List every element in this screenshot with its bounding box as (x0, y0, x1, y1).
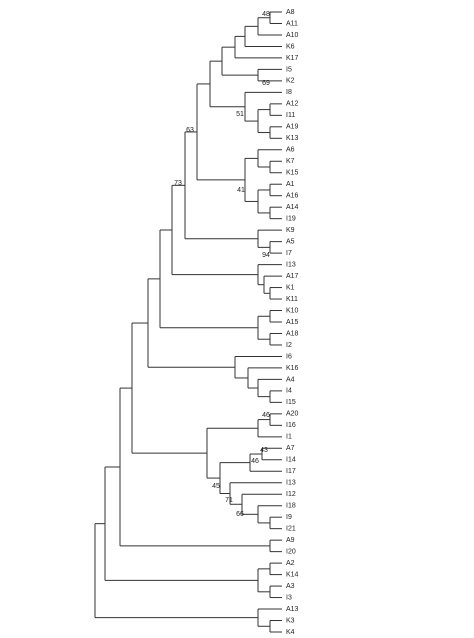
leaf-label: A2 (286, 560, 295, 567)
leaf-label: A18 (286, 330, 299, 337)
leaf-label: I15 (286, 399, 296, 406)
leaf-label: K3 (286, 617, 295, 624)
support-value: 48 (262, 11, 270, 18)
leaf-label: I7 (286, 250, 292, 257)
leaf-label: I8 (286, 89, 292, 96)
leaf-label: K17 (286, 55, 299, 62)
leaf-label: A16 (286, 193, 299, 200)
leaf-label: K6 (286, 43, 295, 50)
support-value: 41 (237, 187, 245, 194)
leaf-label: A9 (286, 537, 295, 544)
leaf-label: A19 (286, 124, 299, 131)
leaf-label: A11 (286, 20, 298, 27)
leaf-label: K2 (286, 78, 295, 85)
leaf-label: K14 (286, 571, 299, 578)
support-value: 63 (186, 127, 194, 134)
leaf-label: I6 (286, 353, 292, 360)
support-value: 73 (174, 180, 182, 187)
leaf-label: K15 (286, 170, 299, 177)
leaf-label: K11 (286, 296, 298, 303)
leaf-label: A3 (286, 583, 295, 590)
leaf-label: I13 (286, 480, 296, 487)
leaf-label: I9 (286, 514, 292, 521)
leaf-label: A6 (286, 147, 295, 154)
support-value: 46 (251, 458, 259, 465)
leaf-label: I13 (286, 261, 296, 268)
leaf-label: K13 (286, 135, 299, 142)
support-value: 46 (262, 412, 270, 419)
leaf-label: I14 (286, 457, 296, 464)
leaf-label: A1 (286, 181, 295, 188)
leaf-label: A7 (286, 445, 295, 452)
leaf-label: A15 (286, 319, 299, 326)
leaf-label: A17 (286, 273, 299, 280)
support-value: 45 (212, 483, 220, 490)
leaf-label: I18 (286, 503, 296, 510)
leaf-label: K16 (286, 365, 299, 372)
leaf-label: I20 (286, 548, 296, 555)
leaf-label: I17 (286, 468, 296, 475)
leaf-label: A13 (286, 606, 299, 613)
leaf-label: I4 (286, 388, 292, 395)
leaf-label: I11 (286, 112, 295, 119)
leaf-label: I3 (286, 594, 292, 601)
leaf-label: A12 (286, 101, 299, 108)
leaf-label: I2 (286, 342, 292, 349)
leaf-label: I21 (286, 526, 296, 533)
support-value: 69 (262, 80, 270, 87)
leaf-label: K1 (286, 284, 295, 291)
leaf-label: K9 (286, 227, 295, 234)
leaf-label: K4 (286, 629, 295, 636)
leaf-label: A20 (286, 411, 299, 418)
support-value: 71 (225, 497, 233, 504)
leaf-label: A5 (286, 238, 295, 245)
leaf-label: I16 (286, 422, 296, 429)
support-value: 43 (260, 447, 268, 454)
leaf-label: I12 (286, 491, 296, 498)
leaf-label: K10 (286, 307, 299, 314)
leaf-label: I5 (286, 66, 292, 73)
leaf-label: A10 (286, 32, 299, 39)
leaf-label: A14 (286, 204, 299, 211)
support-value: 51 (236, 111, 244, 118)
leaf-label: A4 (286, 376, 295, 383)
leaf-label: I1 (286, 434, 292, 441)
leaf-label: I19 (286, 216, 296, 223)
leaf-label: K7 (286, 158, 295, 165)
support-value: 94 (262, 252, 270, 259)
leaf-label: A8 (286, 9, 295, 16)
support-value: 66 (236, 511, 244, 518)
